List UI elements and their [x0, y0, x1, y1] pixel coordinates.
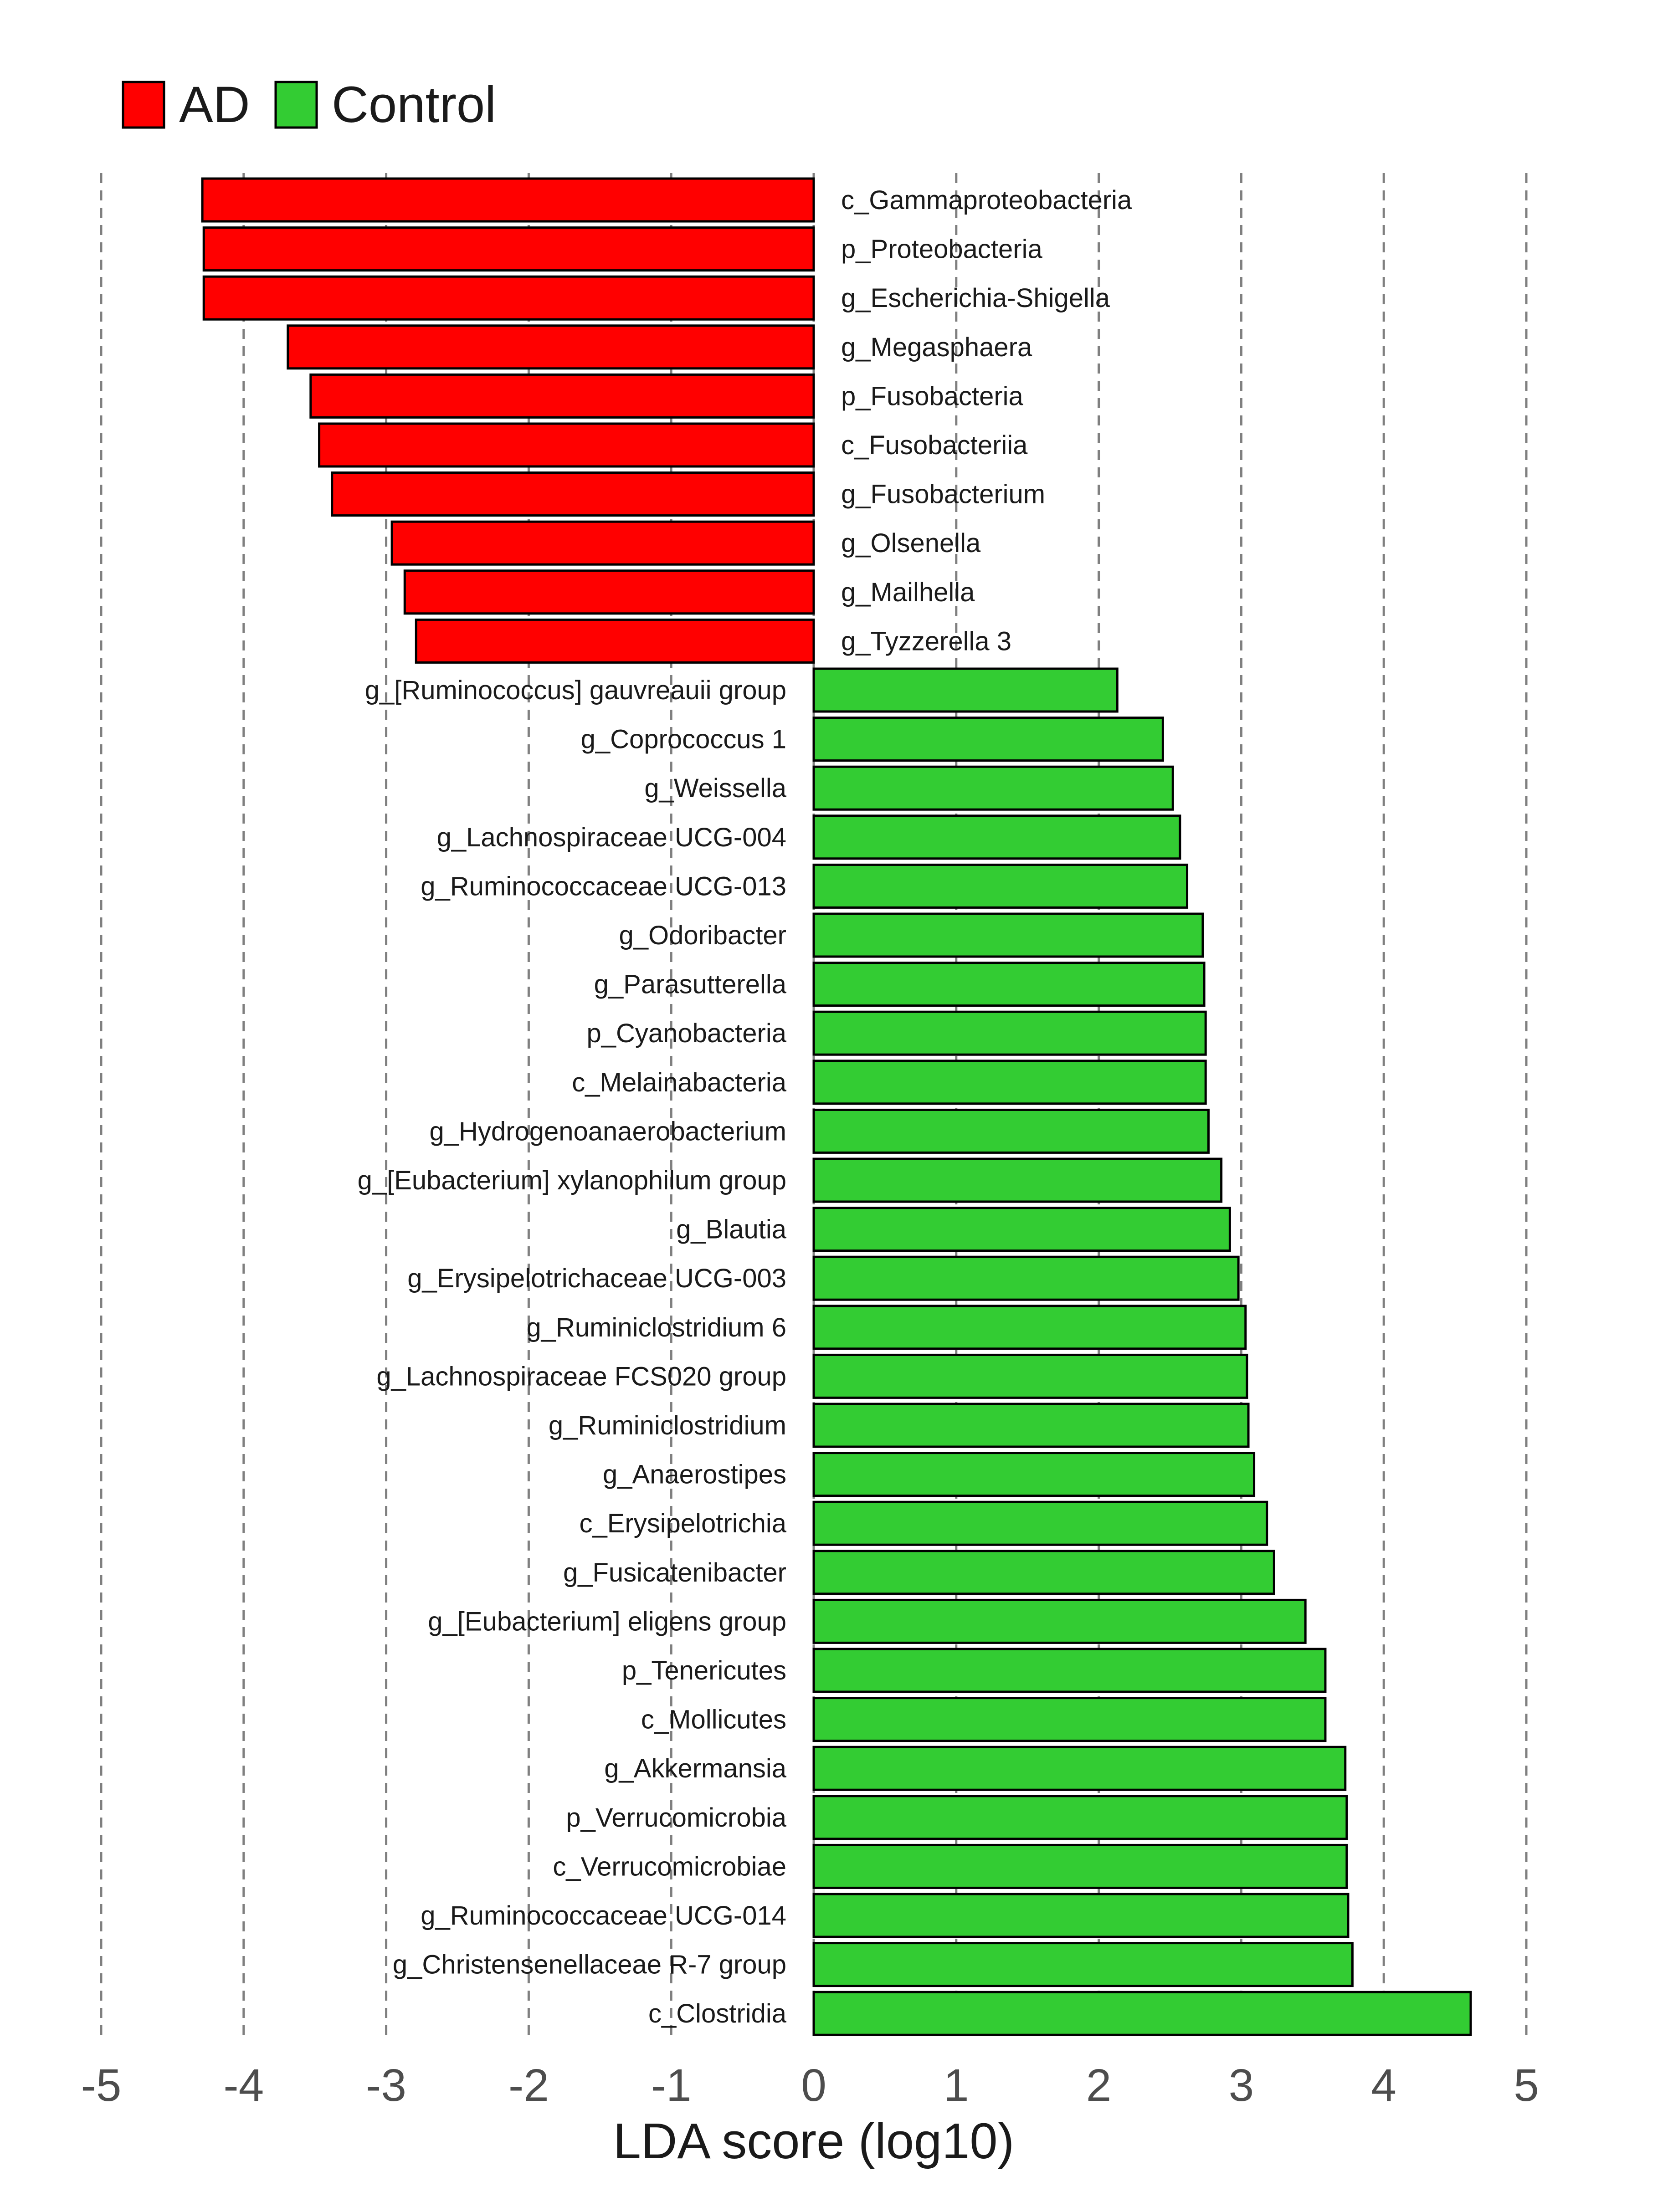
- bar-label: p_Verrucomicrobia: [566, 1803, 786, 1833]
- bar-label: g_Parasutterella: [594, 970, 787, 999]
- bar-label: g_Odoribacter: [619, 921, 786, 950]
- legend: AD Control: [122, 76, 496, 133]
- bar-label: g_Christensenellaceae R-7 group: [393, 1950, 786, 1980]
- bar: [812, 962, 1206, 1007]
- bar-label: c_Erysipelotrichia: [579, 1509, 786, 1538]
- bar-label: c_Melainabacteria: [572, 1068, 786, 1097]
- x-tick-label: 0: [801, 2060, 826, 2111]
- bar: [812, 765, 1174, 811]
- bar-label: c_Mollicutes: [641, 1705, 786, 1735]
- bar: [812, 1108, 1210, 1154]
- bar: [415, 618, 815, 664]
- x-tick-label: -2: [508, 2060, 549, 2111]
- bar-label: g_Erysipelotrichaceae UCG-003: [407, 1264, 786, 1293]
- bar-label: g_Anaerostipes: [603, 1460, 786, 1490]
- bar-labels: c_Gammaproteobacteria p_Proteobacteria g_E…: [358, 185, 1132, 2028]
- bar: [202, 226, 815, 272]
- bar: [318, 422, 815, 468]
- bar-label: g_Olsenella: [841, 528, 981, 558]
- bar: [812, 667, 1119, 713]
- bar-label: c_Clostridia: [648, 1999, 787, 2028]
- legend-swatch-ad: [122, 81, 165, 129]
- bar: [812, 1843, 1348, 1889]
- x-tick-label: -4: [223, 2060, 264, 2111]
- bar: [812, 1060, 1207, 1105]
- x-tick-label: 1: [944, 2060, 969, 2111]
- bar: [201, 177, 815, 223]
- x-axis-tick-labels: -5 -4 -3 -2 -1 0 1 2 3 4 5: [81, 2060, 1539, 2111]
- bar: [812, 1598, 1307, 1644]
- bar: [812, 1795, 1348, 1840]
- bar-label: g_[Eubacterium] xylanophilum group: [358, 1166, 786, 1195]
- bar: [331, 471, 815, 517]
- bar: [812, 814, 1181, 860]
- bar: [812, 1452, 1256, 1497]
- bar: [812, 1157, 1223, 1203]
- bar: [309, 373, 815, 419]
- bar: [812, 1010, 1207, 1056]
- x-tick-label: 3: [1229, 2060, 1254, 2111]
- x-tick-label: -5: [81, 2060, 122, 2111]
- bar: [287, 324, 815, 370]
- bar-label: c_Gammaproteobacteria: [841, 185, 1132, 215]
- bar-label: g_Fusobacterium: [841, 480, 1045, 509]
- x-tick-label: -1: [651, 2060, 692, 2111]
- bar-label: g_Akkermansia: [604, 1754, 786, 1783]
- bar-label: g_Ruminiclostridium: [549, 1411, 786, 1440]
- bar-label: g_Lachnospiraceae UCG-004: [437, 823, 786, 852]
- bar-label: g_Lachnospiraceae FCS020 group: [376, 1362, 786, 1391]
- bar-label: g_Coprococcus 1: [581, 725, 786, 754]
- bar: [812, 1207, 1231, 1252]
- bar-label: g_Fusicatenibacter: [563, 1558, 786, 1587]
- bar: [812, 1255, 1240, 1301]
- bar-label: g_Escherichia-Shigella: [841, 283, 1110, 313]
- bar: [812, 1403, 1250, 1448]
- bars: [201, 177, 1472, 2036]
- bar: [812, 863, 1189, 909]
- bar-label: g_Blautia: [676, 1215, 787, 1244]
- x-tick-label: 4: [1371, 2060, 1396, 2111]
- bar-label: g_Weissella: [644, 773, 786, 803]
- bar: [812, 1550, 1275, 1595]
- bar-label: g_Mailhella: [841, 578, 975, 607]
- bar-label: g_[Eubacterium] eligens group: [428, 1607, 786, 1636]
- bar-label: g_Ruminiclostridium 6: [526, 1313, 786, 1342]
- bar: [812, 1746, 1347, 1791]
- x-axis-title: LDA score (log10): [613, 2113, 1014, 2169]
- bar-label: p_Tenericutes: [622, 1656, 786, 1685]
- bar-label: c_Fusobacteriia: [841, 430, 1028, 460]
- bar: [812, 1697, 1327, 1742]
- bar: [812, 1648, 1327, 1693]
- bar-label: g_Tyzzerella 3: [841, 626, 1011, 656]
- bar: [812, 717, 1164, 762]
- x-tick-label: -3: [366, 2060, 406, 2111]
- bar: [812, 1353, 1248, 1399]
- legend-swatch-control: [274, 81, 318, 129]
- bar: [403, 569, 815, 615]
- bar: [812, 1305, 1247, 1350]
- x-tick-label: 2: [1086, 2060, 1112, 2111]
- bar-label: g_Ruminococcaceae UCG-014: [421, 1901, 786, 1930]
- bar-label: g_Ruminococcaceae UCG-013: [421, 871, 786, 901]
- bar-label: c_Verrucomicrobiae: [553, 1852, 786, 1881]
- bar: [812, 1991, 1472, 2036]
- bar: [812, 1942, 1354, 1987]
- bar: [812, 1500, 1268, 1546]
- bar: [390, 520, 815, 566]
- bar: [202, 275, 815, 321]
- bar-label: g_Hydrogenoanaerobacterium: [429, 1116, 786, 1146]
- legend-label-ad: AD: [179, 76, 250, 133]
- legend-label-control: Control: [332, 76, 496, 133]
- bar-label: g_Megasphaera: [841, 333, 1032, 362]
- bar-label: p_Cyanobacteria: [586, 1019, 786, 1048]
- bar: [812, 912, 1204, 958]
- x-tick-label: 5: [1514, 2060, 1539, 2111]
- bar: [812, 1893, 1350, 1938]
- bar-label: p_Proteobacteria: [841, 235, 1042, 264]
- bar-label: g_[Ruminococcus] gauvreauii group: [365, 676, 786, 705]
- bar-label: p_Fusobacteria: [841, 381, 1024, 411]
